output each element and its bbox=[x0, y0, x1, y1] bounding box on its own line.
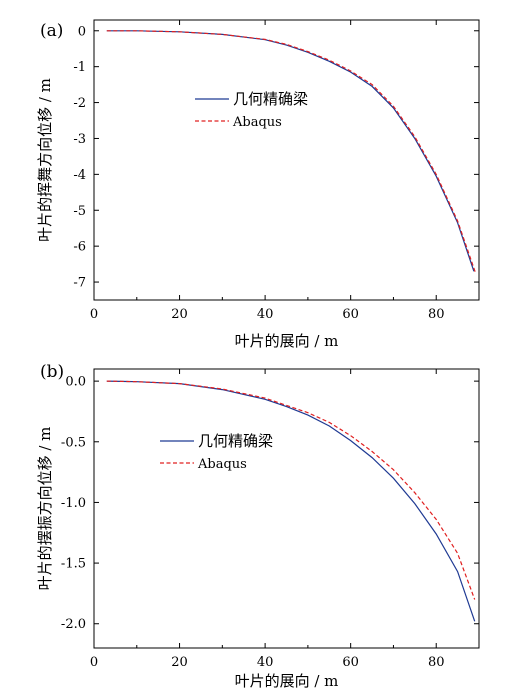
x-tick-label: 20 bbox=[171, 307, 188, 322]
y-tick-label: -2 bbox=[73, 96, 86, 111]
panel-label: (b) bbox=[40, 362, 64, 382]
y-tick-label: -2.0 bbox=[61, 617, 86, 632]
x-tick-label: 0 bbox=[90, 307, 98, 322]
series-line-2 bbox=[106, 380, 476, 600]
y-tick-label: -0.5 bbox=[61, 435, 86, 450]
x-axis-label: 叶片的展向 / m bbox=[235, 672, 339, 690]
plot-frame bbox=[93, 19, 480, 301]
x-tick-label: 80 bbox=[428, 307, 445, 322]
panel-label: (a) bbox=[40, 21, 63, 41]
series-line-2 bbox=[106, 30, 477, 274]
x-tick-label: 0 bbox=[90, 655, 98, 670]
x-tick-label: 40 bbox=[257, 307, 274, 322]
panel-b: (b) 0 20 40 60 80 0.0 -0.5 -1.0 -1.5 -2.0 叶片的展向 / m… bbox=[36, 362, 480, 690]
x-tick-label: 60 bbox=[342, 307, 359, 322]
legend-label: Abaqus bbox=[232, 115, 282, 130]
series-line-1 bbox=[106, 380, 476, 622]
x-tick-label: 80 bbox=[428, 655, 445, 670]
series-line-1 bbox=[106, 30, 475, 272]
x-tick-label: 20 bbox=[171, 655, 188, 670]
y-tick-label: -6 bbox=[73, 240, 86, 255]
y-tick-label: 0.0 bbox=[65, 375, 86, 390]
y-tick-label: -1.0 bbox=[61, 496, 86, 511]
x-tick-label: 40 bbox=[257, 655, 274, 670]
x-tick-label: 60 bbox=[342, 655, 359, 670]
x-axis-label: 叶片的展向 / m bbox=[235, 332, 339, 350]
legend-label: 几何精确梁 bbox=[233, 90, 308, 108]
y-tick-label: -1.5 bbox=[61, 557, 86, 572]
panel-a: (a) 0 20 40 60 80 0 -1 -2 -3 -4 -5 -6 -7 叶片的展向 / m 叶片的挥… bbox=[36, 19, 480, 350]
y-axis-label: 叶片的挥舞方向位移 / m bbox=[36, 78, 54, 242]
plot-frame bbox=[93, 368, 480, 649]
legend-label: 几何精确梁 bbox=[198, 432, 273, 450]
y-tick-label: -7 bbox=[73, 276, 86, 291]
y-tick-label: -3 bbox=[73, 132, 86, 147]
y-tick-label: -4 bbox=[73, 168, 86, 183]
y-tick-label: 0 bbox=[78, 24, 86, 39]
y-tick-label: -5 bbox=[73, 204, 86, 219]
legend-label: Abaqus bbox=[197, 457, 247, 472]
y-tick-label: -1 bbox=[73, 60, 86, 75]
y-axis-label: 叶片的摆振方向位移 / m bbox=[36, 427, 54, 591]
